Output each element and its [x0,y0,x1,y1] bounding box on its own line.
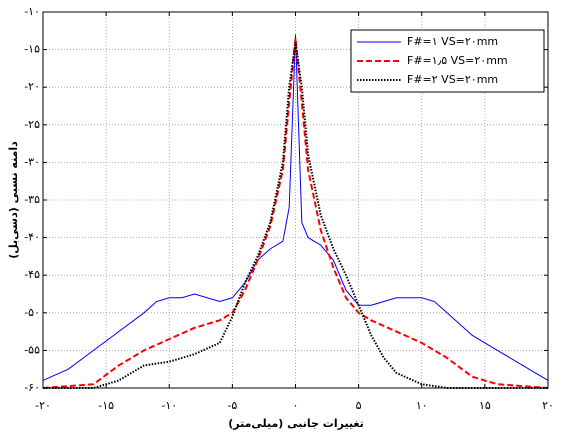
x-tick-label: -۱۰ [161,399,177,412]
x-tick-label: ۱۵ [479,399,491,412]
y-tick-label: -۳۵ [24,193,40,206]
x-axis-title: تغییرات جانبی (میلی‌متر) [228,417,364,430]
x-tick-label: -۲۰ [35,399,51,412]
y-tick-label: -۴۰ [24,231,40,244]
x-tick-label: ۵ [356,399,362,412]
y-axis-title: دامنه نسبی (دسی‌بل) [7,141,20,259]
legend-label: F#=۱٫۵ VS=۲۰mm [407,54,508,67]
y-tick-label: -۵۵ [24,343,40,356]
legend-label: F#=۲ VS=۲۰mm [407,73,498,86]
series-line [42,38,549,389]
series-line [43,41,548,389]
plot-frame [42,11,549,389]
y-tick-label: -۶۰ [24,381,40,394]
y-tick-label: -۱۵ [24,43,40,56]
series-line [42,34,549,381]
y-tick-label: -۲۵ [24,118,40,131]
y-tick-label: -۴۵ [24,268,40,281]
x-tick-label: ۱۰ [416,399,428,412]
x-tick-label: ۰ [293,399,299,412]
y-tick-label: -۱۰ [24,5,40,18]
legend-box [350,29,545,93]
y-tick-label: -۳۰ [24,155,40,168]
x-tick-label: ۲۰ [542,399,554,412]
y-tick-label: -۵۰ [24,306,40,319]
y-tick-label: -۲۰ [24,80,40,93]
x-tick-label: -۱۵ [98,399,114,412]
legend-label: F#=۱ VS=۲۰mm [407,35,498,48]
x-tick-label: -۵ [227,399,237,412]
